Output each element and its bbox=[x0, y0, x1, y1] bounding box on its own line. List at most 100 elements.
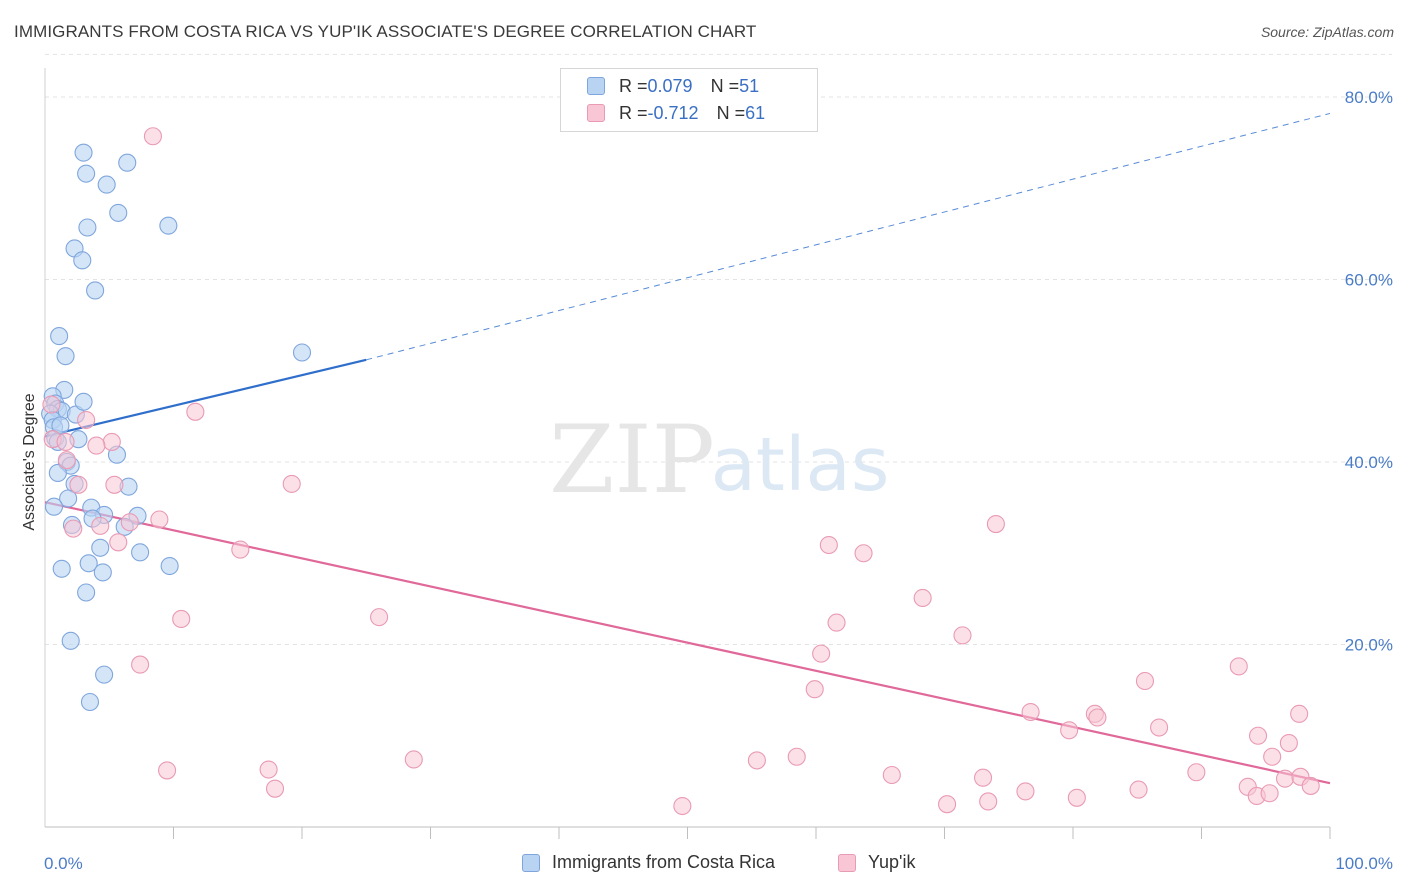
legend-r-value: 0.079 bbox=[647, 75, 693, 96]
point-yupik bbox=[265, 779, 285, 798]
point-costa-rica bbox=[59, 489, 78, 508]
point-yupik bbox=[973, 768, 993, 787]
point-costa-rica bbox=[74, 392, 93, 411]
point-yupik bbox=[1150, 718, 1169, 737]
point-costa-rica bbox=[73, 251, 92, 270]
point-yupik bbox=[404, 750, 423, 769]
point-yupik bbox=[69, 475, 88, 494]
legend-r-label: R = bbox=[619, 102, 648, 123]
point-yupik bbox=[150, 510, 169, 529]
legend-n-label: N = bbox=[710, 75, 740, 96]
point-yupik bbox=[56, 432, 75, 451]
trend-line-costa-rica-extension bbox=[366, 112, 1331, 361]
point-yupik bbox=[87, 436, 106, 455]
y-tick-label: 80.0% bbox=[1345, 88, 1393, 107]
point-yupik bbox=[986, 514, 1005, 534]
point-yupik bbox=[1279, 733, 1298, 753]
point-costa-rica bbox=[50, 327, 69, 346]
y-axis-label: Associate's Degree bbox=[21, 393, 38, 530]
legend-swatch-blue bbox=[587, 77, 605, 95]
point-yupik bbox=[979, 792, 998, 811]
legend-n-value: 61 bbox=[745, 102, 766, 123]
bottom-legend-label-costa-rica: Immigrants from Costa Rica bbox=[552, 852, 776, 872]
point-yupik bbox=[1248, 726, 1268, 745]
y-tick-label: 40.0% bbox=[1345, 453, 1393, 472]
point-yupik bbox=[1187, 763, 1206, 782]
point-yupik bbox=[1067, 788, 1086, 807]
point-yupik bbox=[1088, 708, 1107, 727]
legend-swatch-pink bbox=[587, 104, 605, 122]
point-yupik bbox=[259, 760, 278, 779]
point-yupik bbox=[1229, 657, 1248, 676]
point-yupik bbox=[109, 533, 128, 552]
point-yupik bbox=[42, 395, 61, 414]
point-yupik bbox=[158, 761, 177, 780]
bottom-legend-swatch-blue bbox=[522, 853, 540, 872]
point-yupik bbox=[787, 747, 806, 766]
point-yupik bbox=[1275, 769, 1295, 788]
point-costa-rica bbox=[48, 463, 67, 483]
point-costa-rica bbox=[160, 556, 179, 576]
point-costa-rica bbox=[97, 175, 116, 194]
point-yupik bbox=[819, 535, 838, 555]
point-yupik bbox=[938, 795, 957, 814]
legend-row-yupik: R = -0.712 N = 61 bbox=[587, 100, 765, 126]
point-yupik bbox=[1060, 721, 1079, 740]
legend-r-value: -0.712 bbox=[647, 102, 699, 123]
point-costa-rica bbox=[91, 538, 110, 557]
point-yupik bbox=[1016, 782, 1035, 801]
point-yupik bbox=[370, 608, 389, 627]
bottom-legend-yupik: Yup'ik bbox=[838, 852, 915, 873]
point-costa-rica bbox=[61, 631, 80, 650]
point-yupik bbox=[91, 516, 110, 535]
point-costa-rica bbox=[292, 343, 312, 362]
point-yupik bbox=[143, 127, 162, 146]
point-yupik bbox=[105, 475, 124, 494]
watermark: ZIP atlas bbox=[549, 406, 889, 515]
point-yupik bbox=[913, 588, 932, 608]
point-yupik bbox=[812, 644, 831, 663]
legend-n-label: N = bbox=[716, 102, 746, 123]
point-costa-rica bbox=[78, 218, 97, 237]
point-costa-rica bbox=[74, 143, 93, 162]
trend-lines bbox=[44, 112, 1331, 785]
point-costa-rica bbox=[86, 281, 105, 300]
legend-r-label: R = bbox=[619, 75, 648, 96]
point-yupik bbox=[1260, 784, 1279, 803]
series-yupik-points bbox=[42, 127, 1320, 816]
y-tick-label: 60.0% bbox=[1345, 271, 1393, 290]
point-costa-rica bbox=[118, 153, 137, 172]
chart-source: Source: ZipAtlas.com bbox=[1260, 24, 1394, 40]
point-yupik bbox=[282, 474, 301, 493]
point-yupik bbox=[172, 609, 191, 629]
x-tick-label-max: 100.0% bbox=[1335, 854, 1393, 873]
legend-row-costa-rica: R = 0.079 N = 51 bbox=[587, 73, 759, 99]
point-costa-rica bbox=[79, 554, 98, 573]
y-tick-label: 20.0% bbox=[1345, 636, 1393, 655]
point-yupik bbox=[120, 513, 139, 532]
bottom-legend-label-yupik: Yup'ik bbox=[868, 852, 916, 872]
correlation-legend: R = 0.079 N = 51 R = -0.712 N = 61 bbox=[560, 68, 818, 132]
legend-n-value: 51 bbox=[739, 75, 760, 96]
point-yupik bbox=[827, 613, 846, 632]
point-yupik bbox=[102, 432, 121, 451]
point-yupik bbox=[854, 544, 873, 563]
grid-lines bbox=[45, 53, 1392, 645]
point-costa-rica bbox=[77, 164, 96, 183]
axes bbox=[44, 68, 1331, 839]
point-costa-rica bbox=[77, 583, 96, 602]
point-costa-rica bbox=[44, 497, 64, 516]
watermark-atlas: atlas bbox=[711, 422, 890, 508]
watermark-zip: ZIP bbox=[549, 406, 715, 515]
point-costa-rica bbox=[52, 559, 71, 578]
point-yupik bbox=[186, 402, 205, 421]
point-costa-rica bbox=[95, 665, 114, 684]
point-costa-rica bbox=[56, 347, 75, 366]
bottom-legend-swatch-pink bbox=[838, 853, 856, 872]
point-yupik bbox=[1135, 671, 1155, 691]
point-yupik bbox=[673, 796, 692, 816]
point-costa-rica bbox=[93, 563, 112, 582]
chart-title: IMMIGRANTS FROM COSTA RICA VS YUP'IK ASS… bbox=[14, 22, 757, 41]
point-yupik bbox=[1021, 702, 1040, 722]
